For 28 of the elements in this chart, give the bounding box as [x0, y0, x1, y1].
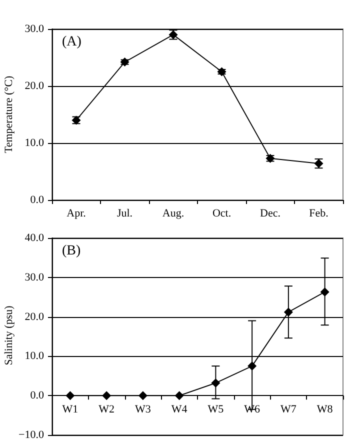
y-tick-label: −10.0 [18, 429, 44, 441]
y-tick-label: 20.0 [24, 310, 44, 323]
x-tick-label: W4 [171, 404, 188, 416]
x-tick-label: W3 [134, 404, 152, 416]
x-tick-label: W1 [62, 404, 78, 416]
x-tick-label: W7 [280, 404, 297, 416]
y-tick-label: 30.0 [24, 23, 44, 35]
x-tick-label: Apr. [66, 208, 86, 220]
y-tick-label: 10.0 [24, 137, 44, 149]
x-tick-label: W2 [98, 404, 115, 416]
y-tick-label: 0.0 [30, 194, 44, 206]
x-tick-label: Dec. [260, 208, 281, 220]
x-tick-label: Jul. [116, 208, 133, 220]
x-tick-label: Aug. [162, 208, 184, 220]
x-tick-label: Feb. [309, 208, 329, 220]
x-tick-label: W5 [208, 404, 224, 416]
y-tick-label: 40.0 [24, 232, 44, 244]
y-axis-title: Temperature (°C) [3, 76, 15, 154]
y-tick-label: 10.0 [24, 350, 44, 362]
y-tick-label: 20.0 [24, 80, 44, 92]
x-tick-label: W8 [316, 404, 334, 416]
y-tick-label: 0.0 [30, 390, 44, 402]
annotation: (A) [62, 34, 82, 50]
y-axis-title: Salinity (psu) [3, 305, 15, 366]
annotation: (B) [62, 244, 81, 258]
x-tick-label: Oct. [212, 208, 232, 220]
x-tick-label: W6 [244, 404, 260, 416]
y-tick-label: 30.0 [24, 271, 44, 284]
